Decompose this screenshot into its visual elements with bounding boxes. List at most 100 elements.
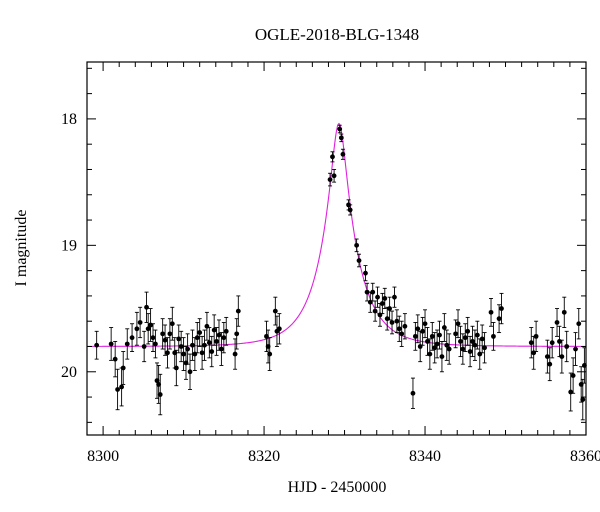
data-point	[573, 332, 578, 366]
x-tick-label: 8340	[409, 448, 441, 465]
data-marker	[94, 342, 100, 348]
data-marker	[399, 331, 405, 337]
data-marker	[441, 325, 447, 330]
data-point	[165, 337, 170, 369]
data-point	[434, 329, 440, 359]
data-point	[197, 318, 203, 347]
data-marker	[363, 270, 368, 276]
data-point	[274, 315, 280, 347]
data-point	[124, 328, 130, 360]
data-marker	[331, 173, 337, 179]
chart-title: OGLE-2018-BLG-1348	[255, 25, 419, 44]
data-marker	[564, 344, 570, 349]
data-marker	[561, 309, 567, 315]
data-marker	[412, 333, 418, 339]
data-marker	[219, 346, 224, 352]
data-point	[214, 327, 219, 356]
data-point	[187, 353, 193, 390]
data-point	[150, 323, 156, 352]
data-point	[557, 325, 562, 358]
data-marker	[165, 350, 170, 356]
data-marker	[235, 308, 241, 314]
y-tick-label: 19	[61, 237, 77, 254]
data-point	[370, 282, 376, 302]
data-point	[327, 172, 333, 187]
data-point	[219, 332, 224, 366]
data-point	[363, 265, 368, 282]
data-point	[204, 311, 210, 341]
data-point	[479, 324, 485, 354]
data-point	[223, 316, 229, 346]
data-marker	[356, 258, 362, 263]
data-point	[115, 368, 120, 411]
data-point	[564, 330, 570, 363]
data-marker	[162, 337, 168, 343]
data-marker	[479, 336, 485, 342]
data-point	[211, 314, 217, 346]
data-marker	[141, 344, 147, 349]
data-point	[338, 133, 344, 143]
data-point	[427, 338, 433, 370]
data-point	[372, 300, 378, 322]
data-point	[496, 304, 502, 334]
axis-ticks	[86, 62, 587, 435]
data-marker	[221, 335, 227, 341]
data-point	[141, 330, 147, 363]
data-point	[472, 329, 478, 361]
data-point	[276, 313, 282, 345]
data-marker	[387, 306, 393, 311]
data-marker	[134, 326, 140, 332]
data-point	[576, 308, 582, 340]
data-marker	[491, 333, 496, 339]
data-point	[415, 314, 421, 344]
data-marker	[234, 331, 240, 337]
data-point	[422, 309, 428, 339]
data-point	[354, 238, 360, 253]
data-marker	[453, 331, 459, 337]
data-marker	[202, 342, 207, 348]
data-point	[185, 333, 191, 365]
data-point	[145, 313, 151, 345]
data-marker	[455, 321, 461, 327]
data-marker	[120, 365, 126, 371]
data-point	[190, 329, 195, 361]
data-marker	[108, 341, 114, 347]
data-point	[387, 296, 393, 321]
model-curve	[87, 122, 586, 347]
data-point	[194, 322, 200, 354]
data-marker	[444, 342, 450, 348]
data-point	[544, 339, 550, 374]
data-marker	[559, 354, 565, 360]
data-point	[465, 316, 471, 346]
data-marker	[337, 126, 343, 132]
data-marker	[330, 154, 335, 160]
data-marker	[211, 327, 217, 333]
y-tick-label: 20	[61, 364, 77, 381]
data-marker	[396, 326, 402, 332]
data-point	[153, 329, 158, 359]
data-point	[554, 308, 560, 337]
data-points-layer	[94, 124, 587, 421]
data-marker	[124, 341, 130, 347]
data-point	[382, 287, 388, 310]
data-marker	[392, 294, 397, 300]
data-marker	[554, 320, 560, 325]
data-marker	[488, 309, 494, 315]
data-marker	[190, 342, 195, 348]
data-point	[568, 372, 574, 412]
data-marker	[185, 346, 191, 352]
data-marker	[197, 330, 203, 335]
data-point	[120, 351, 126, 385]
x-tick-label: 8360	[570, 448, 600, 465]
data-point	[437, 320, 442, 350]
data-marker	[533, 333, 539, 339]
data-marker	[150, 335, 156, 341]
data-marker	[272, 308, 278, 314]
data-point	[417, 330, 423, 363]
data-marker	[364, 289, 370, 295]
data-marker	[216, 332, 222, 338]
data-point	[477, 338, 483, 370]
data-marker	[394, 318, 400, 324]
data-point	[347, 204, 353, 216]
data-marker	[432, 345, 438, 351]
